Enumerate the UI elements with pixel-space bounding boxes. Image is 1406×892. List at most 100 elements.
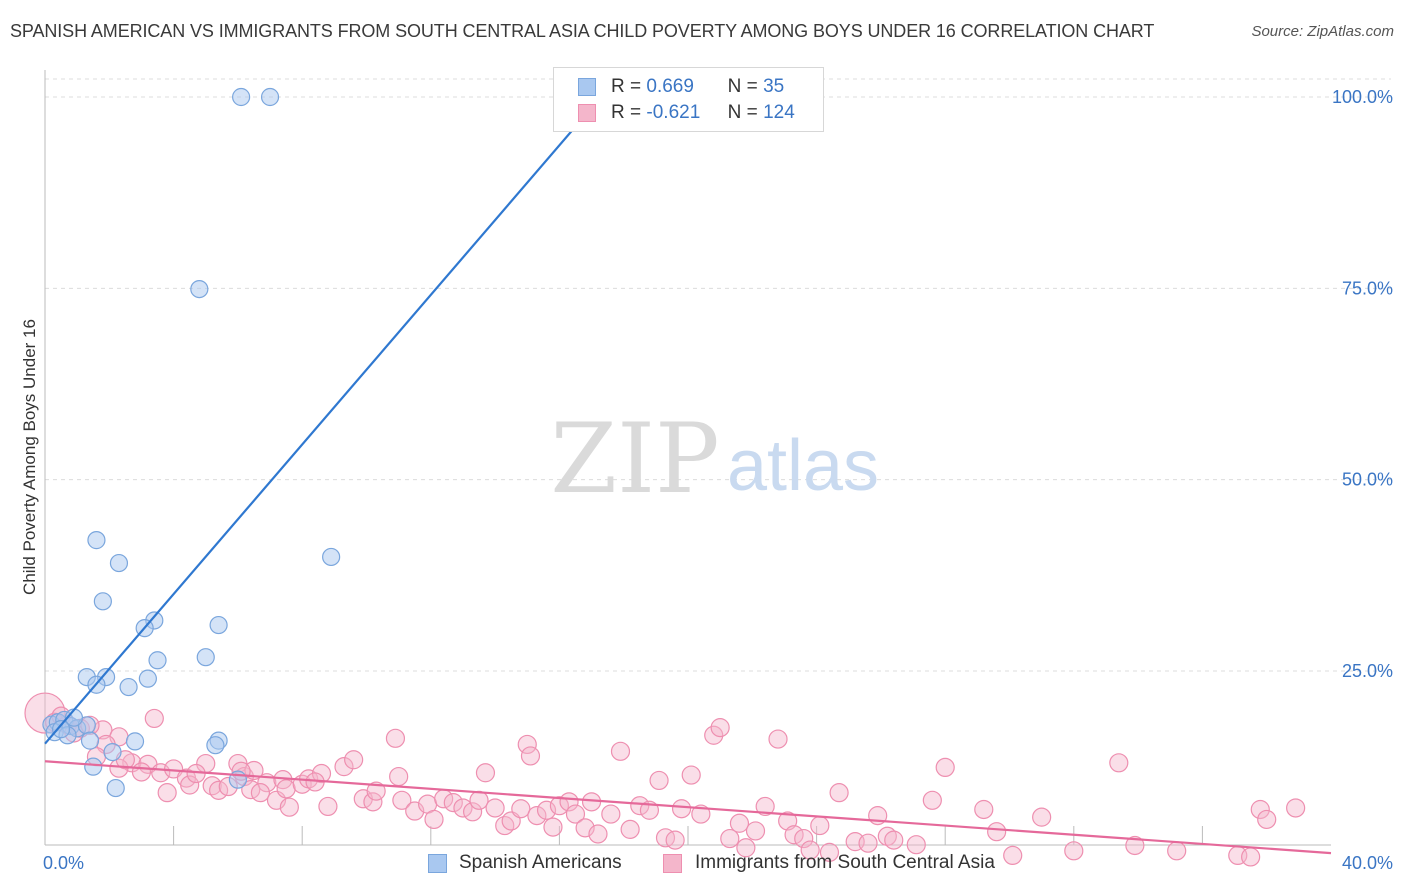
pink-point (800, 840, 820, 860)
pink-point (768, 729, 788, 749)
y-tick-label: 100.0% (1332, 87, 1393, 107)
pink-point (691, 804, 711, 824)
legend-r-value: -0.621 (646, 102, 701, 123)
pink-point (1032, 807, 1052, 827)
pink-point (511, 799, 531, 819)
legend-r-label: R = (611, 76, 642, 97)
blue-point (93, 592, 112, 611)
pink-point (987, 822, 1007, 842)
pink-point (829, 783, 849, 803)
blue-point (84, 757, 103, 776)
chart-title: SPANISH AMERICAN VS IMMIGRANTS FROM SOUT… (10, 21, 1155, 41)
pink-point (755, 796, 775, 817)
pink-point (704, 725, 724, 745)
trend-lines (44, 80, 1332, 855)
pink-point (810, 815, 830, 836)
pink-point (453, 798, 473, 818)
pink-point (1286, 798, 1306, 818)
pink-point (250, 783, 271, 803)
pink-point (279, 797, 299, 817)
blue-point (125, 732, 145, 751)
blue-point (196, 648, 215, 667)
pink-point (906, 835, 926, 855)
watermark-zip: ZIP (550, 403, 719, 515)
blue-point (87, 531, 106, 550)
pink-point (318, 796, 338, 817)
blue-point (209, 615, 228, 635)
pink-point (424, 809, 444, 830)
pink-point (536, 800, 557, 820)
blue-trend-line (44, 80, 615, 745)
pink-point (363, 792, 383, 812)
pink-point (884, 830, 904, 850)
pink-point (610, 741, 631, 761)
pink-point (620, 819, 640, 839)
pink-point (1125, 835, 1145, 856)
pink-point (819, 842, 840, 862)
legend-r-value: 0.669 (646, 76, 694, 97)
pink-point (549, 796, 570, 816)
pink-point (710, 718, 730, 738)
pink-point (469, 790, 489, 810)
pink-point (784, 825, 804, 845)
bottom-legend-swatch-pink (663, 854, 682, 873)
pink-point (922, 790, 942, 810)
pink-point (517, 734, 537, 755)
watermark-atlas: atlas (727, 426, 879, 506)
pink-point (681, 765, 701, 785)
pink-point (462, 802, 483, 822)
pink-point (1167, 841, 1187, 861)
pink-point (665, 830, 685, 850)
pink-point (974, 799, 994, 820)
blue-point (260, 87, 280, 107)
pink-point (157, 783, 177, 803)
blue-point (103, 742, 122, 762)
pink-point (736, 838, 756, 858)
pink-point (565, 804, 586, 824)
pink-point (671, 799, 692, 819)
correlation-legend: R = 0.669 N = 35 R = -0.621 N = 124 (553, 67, 824, 132)
blue-points (42, 87, 341, 798)
pink-point (729, 813, 750, 833)
blue-point (80, 731, 100, 750)
pink-point (1109, 753, 1129, 773)
pink-point (385, 728, 406, 748)
blue-point (119, 677, 138, 697)
legend-swatch-blue (578, 78, 596, 96)
blue-point (138, 669, 157, 688)
tick-labels: 25.0% 50.0% 75.0% 100.0% 0.0% 40.0% (43, 87, 1393, 873)
pink-point (1250, 799, 1270, 820)
legend-n-label: N = (727, 102, 758, 123)
blue-point (51, 720, 71, 739)
pink-point (601, 804, 621, 824)
pink-point (630, 796, 650, 816)
pink-point (794, 828, 814, 849)
pink-point (344, 750, 364, 770)
blue-point (190, 279, 209, 299)
pink-point (858, 833, 878, 853)
pink-point (144, 708, 164, 729)
pink-point (720, 828, 740, 849)
pink-point (392, 790, 412, 810)
blue-point (148, 651, 167, 670)
pink-point (180, 775, 200, 795)
pink-point (443, 793, 463, 813)
x-tick-label: 0.0% (43, 853, 84, 873)
pink-point (475, 763, 496, 783)
pink-points (24, 692, 1306, 867)
source-label: Source: ZipAtlas.com (1251, 23, 1394, 40)
pink-point (389, 766, 409, 787)
legend-n-value: 35 (763, 76, 785, 97)
axes (44, 70, 1331, 846)
bottom-legend-label: Spanish Americans (459, 852, 622, 873)
legend-n-label: N = (727, 76, 758, 97)
pink-point (935, 757, 955, 778)
pink-point (1003, 845, 1023, 866)
legend-r-label: R = (611, 102, 642, 123)
pink-point (543, 817, 563, 837)
y-tick-label: 50.0% (1342, 470, 1393, 490)
blue-point (206, 736, 225, 755)
y-tick-label: 75.0% (1342, 278, 1393, 298)
y-tick-label: 25.0% (1342, 661, 1393, 681)
